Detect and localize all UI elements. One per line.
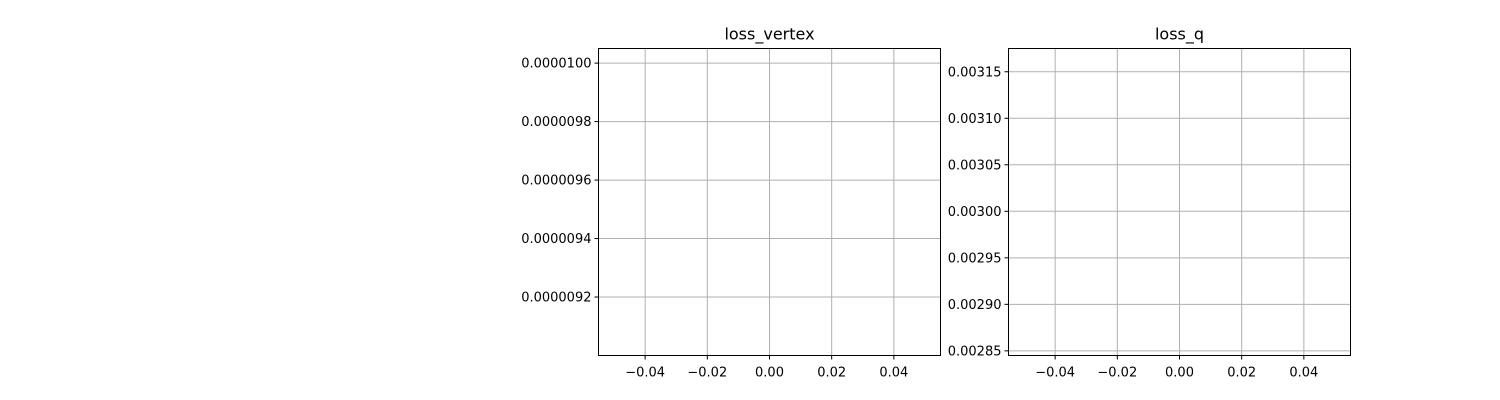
- x-tick-label: 0.04: [879, 366, 908, 381]
- chart-panel-2: −0.04 −0.02 0.00 0.02 0.04 0.00285 0.00290 0.00…: [948, 25, 1351, 381]
- x-tick-label: 0.04: [1289, 366, 1318, 381]
- y-tick-label: 0.00295: [948, 251, 1002, 266]
- y-tick-label: 0.0000100: [521, 57, 591, 72]
- y-tick-label: 0.00285: [948, 344, 1002, 359]
- chart-title: loss_vertex: [724, 25, 814, 45]
- x-tick-label: 0.02: [817, 366, 846, 381]
- y-tick-label: 0.0000098: [521, 115, 591, 130]
- chart-title: loss_q: [1155, 25, 1204, 45]
- y-tick-label: 0.0000094: [521, 232, 591, 247]
- x-tick-label: 0.00: [755, 366, 784, 381]
- x-tick-label: −0.02: [1097, 366, 1137, 381]
- y-tick-label: 0.00290: [948, 298, 1002, 313]
- y-tick-label: 0.00315: [948, 65, 1002, 80]
- y-tick-label: 0.00310: [948, 112, 1002, 127]
- x-tick-label: 0.00: [1165, 366, 1194, 381]
- x-tick-label: −0.04: [625, 366, 665, 381]
- x-tick-label: 0.02: [1227, 366, 1256, 381]
- y-tick-label: 0.0000092: [521, 291, 591, 306]
- chart-panel-1: −0.04 −0.02 0.00 0.02 0.04 0.0000092 0.0000094…: [521, 25, 941, 381]
- y-tick-label: 0.0000096: [521, 174, 591, 189]
- x-tick-label: −0.02: [687, 366, 727, 381]
- x-tick-label: −0.04: [1035, 366, 1075, 381]
- y-tick-label: 0.00305: [948, 158, 1002, 173]
- y-tick-label: 0.00300: [948, 205, 1002, 220]
